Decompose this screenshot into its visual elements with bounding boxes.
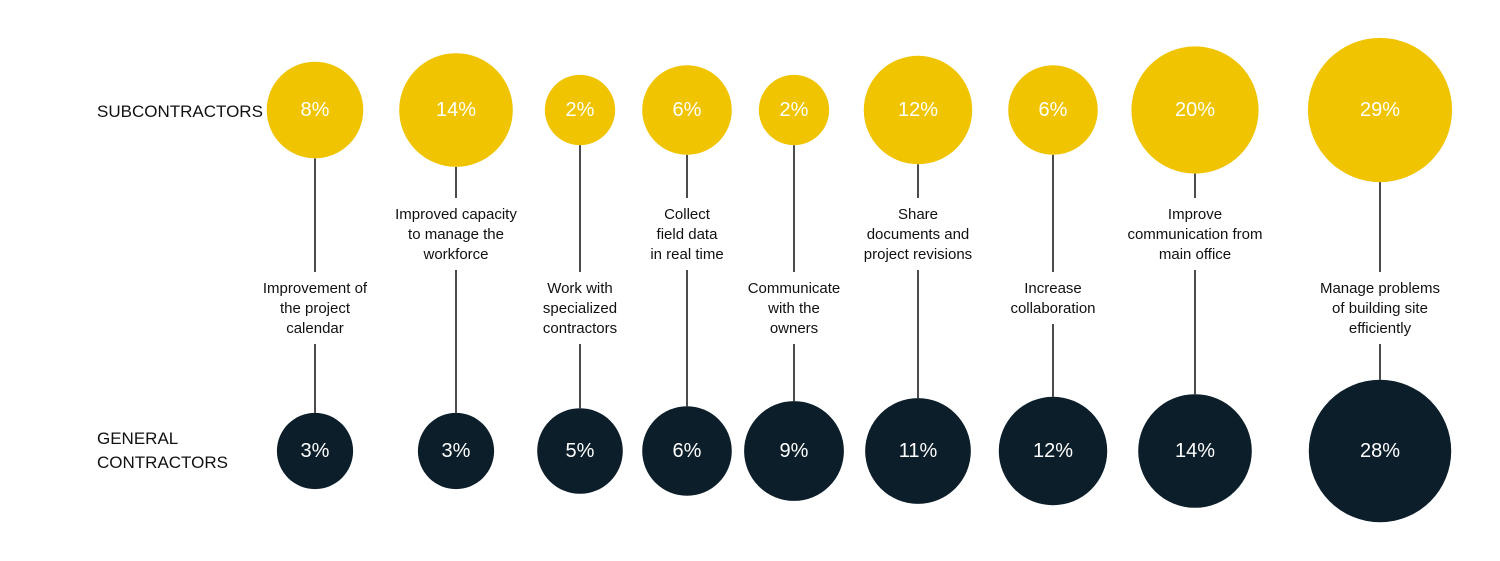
category-label: Increase collaboration bbox=[1010, 280, 1095, 317]
category-labels: Improvement of the project calendar Improve… bbox=[263, 206, 1440, 337]
category-label: Improvement of the project calendar bbox=[263, 280, 368, 337]
value-label: 14% bbox=[1175, 440, 1215, 462]
category-label: Work with specialized contractors bbox=[543, 280, 617, 337]
bubbles: 8% 3% 14% 3% 2% 5% 6% 6% 2% 9% 12% 11% 6% 12% 20% 14% 29… bbox=[266, 37, 1453, 523]
bubble-subcontractors bbox=[399, 53, 513, 167]
bubble-subcontractors bbox=[544, 74, 616, 146]
bubble-general-contractors bbox=[537, 408, 623, 494]
category-label: Communicate with the owners bbox=[748, 280, 841, 337]
value-label: 29% bbox=[1360, 99, 1400, 121]
bubble-subcontractors bbox=[1131, 46, 1259, 174]
bubble-general-contractors bbox=[865, 398, 971, 504]
connector-lines bbox=[314, 145, 1381, 413]
value-label: 9% bbox=[780, 440, 809, 462]
bubble-subcontractors bbox=[863, 55, 973, 165]
value-label: 20% bbox=[1175, 99, 1215, 121]
value-label: 5% bbox=[566, 440, 595, 462]
row-label-subcontractors: SUBCONTRACTORS bbox=[97, 102, 263, 121]
value-label: 12% bbox=[898, 99, 938, 121]
bubble-general-contractors bbox=[1308, 379, 1452, 523]
bubble-general-contractors bbox=[276, 412, 354, 490]
value-label: 6% bbox=[673, 99, 702, 121]
row-label-general-contractors: GENERAL CONTRACTORS bbox=[97, 429, 228, 472]
value-label: 11% bbox=[899, 440, 938, 462]
bubble-general-contractors bbox=[417, 412, 495, 490]
value-label: 8% bbox=[301, 99, 330, 121]
value-label: 14% bbox=[436, 99, 476, 121]
value-label: 28% bbox=[1360, 440, 1400, 462]
value-label: 12% bbox=[1033, 440, 1073, 462]
bubble-general-contractors bbox=[744, 401, 844, 501]
bubble-subcontractors bbox=[758, 74, 830, 146]
category-label: Collect field data in real time bbox=[650, 206, 723, 263]
category-label: Improved capacity to manage the workforce bbox=[395, 206, 517, 263]
bubble-general-contractors bbox=[1138, 394, 1252, 508]
bubble-subcontractors bbox=[642, 65, 732, 155]
value-label: 6% bbox=[1039, 99, 1068, 121]
category-label: Manage problems of building site efficient… bbox=[1320, 280, 1440, 337]
value-label: 2% bbox=[780, 99, 809, 121]
value-label: 6% bbox=[673, 440, 702, 462]
bubble-general-contractors bbox=[998, 396, 1108, 506]
value-label: 3% bbox=[442, 440, 471, 462]
category-label: Share documents and project revisions bbox=[864, 206, 972, 263]
bubble-subcontractors bbox=[1008, 65, 1098, 155]
value-label: 2% bbox=[566, 99, 595, 121]
bubble-general-contractors bbox=[642, 406, 732, 496]
value-label: 3% bbox=[301, 440, 330, 462]
bubble-subcontractors bbox=[1307, 37, 1453, 183]
bubble-subcontractors bbox=[266, 61, 364, 159]
category-label: Improve communication from main office bbox=[1127, 206, 1262, 263]
